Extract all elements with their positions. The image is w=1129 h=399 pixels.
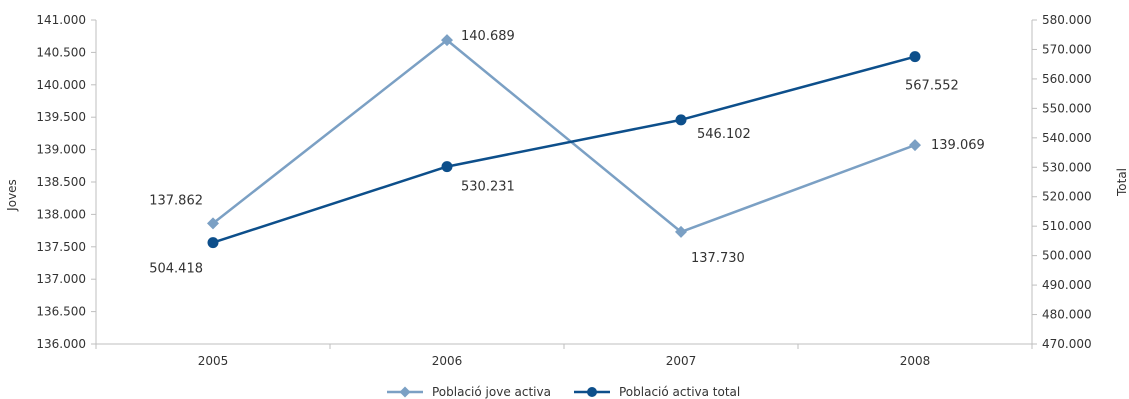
left-tick-label: 139.500 bbox=[36, 110, 86, 124]
data-label: 530.231 bbox=[461, 180, 515, 195]
left-tick-label: 136.000 bbox=[36, 337, 86, 351]
legend-item-2: Població activa total bbox=[574, 385, 740, 399]
series-line-2 bbox=[212, 55, 916, 244]
x-tick-label: 2006 bbox=[432, 354, 463, 368]
circle-marker bbox=[909, 51, 921, 63]
x-tick-label: 2008 bbox=[900, 354, 931, 368]
diamond-marker bbox=[207, 217, 219, 230]
legend-label: Població activa total bbox=[619, 385, 740, 399]
left-tick-label: 139.000 bbox=[36, 143, 86, 157]
right-tick-label: 540.000 bbox=[1042, 131, 1092, 145]
data-label: 139.069 bbox=[931, 138, 985, 153]
right-tick-label: 490.000 bbox=[1042, 278, 1092, 292]
x-tick-label: 2005 bbox=[198, 354, 229, 368]
axes bbox=[95, 20, 1033, 345]
right-tick-label: 510.000 bbox=[1042, 219, 1092, 233]
right-tick-label: 530.000 bbox=[1042, 160, 1092, 174]
data-label: 504.418 bbox=[149, 262, 203, 277]
legend: Població jove activa Població activa tota… bbox=[387, 385, 740, 399]
right-tick-label: 580.000 bbox=[1042, 13, 1092, 27]
right-tick-label: 470.000 bbox=[1042, 337, 1092, 351]
left-tick-label: 141.000 bbox=[36, 13, 86, 27]
left-tick-label: 138.500 bbox=[36, 175, 86, 189]
circle-marker bbox=[675, 114, 687, 126]
right-tick-label: 480.000 bbox=[1042, 308, 1092, 322]
data-label: 140.689 bbox=[461, 29, 515, 44]
series-layer bbox=[207, 34, 921, 249]
data-label: 137.730 bbox=[691, 251, 745, 266]
right-tick-label: 500.000 bbox=[1042, 249, 1092, 263]
data-label: 137.862 bbox=[149, 193, 203, 208]
data-labels: 137.862 140.689 137.730 139.069 504.418 530.2… bbox=[149, 29, 985, 276]
left-tick-label: 137.000 bbox=[36, 272, 86, 286]
left-tick-label: 140.500 bbox=[36, 45, 86, 59]
legend-diamond-icon bbox=[399, 386, 411, 398]
right-axis-title: Total bbox=[1115, 168, 1129, 197]
right-axis-ticks: 470.000 480.000 490.000 500.000 510.000 520.0… bbox=[1032, 13, 1092, 351]
legend-circle-icon bbox=[587, 387, 597, 397]
circle-marker bbox=[441, 161, 453, 173]
left-tick-label: 136.500 bbox=[36, 305, 86, 319]
right-tick-label: 560.000 bbox=[1042, 72, 1092, 86]
data-label: 546.102 bbox=[697, 127, 751, 142]
legend-item-1: Població jove activa bbox=[387, 385, 551, 399]
left-axis-ticks: 136.000 136.500 137.000 137.500 138.000 138.5… bbox=[36, 13, 96, 351]
left-tick-label: 138.000 bbox=[36, 207, 86, 221]
diamond-marker bbox=[909, 139, 921, 152]
right-tick-label: 550.000 bbox=[1042, 101, 1092, 115]
left-tick-label: 137.500 bbox=[36, 240, 86, 254]
right-tick-label: 520.000 bbox=[1042, 190, 1092, 204]
diamond-marker bbox=[441, 34, 453, 47]
left-tick-label: 140.000 bbox=[36, 78, 86, 92]
diamond-marker bbox=[675, 225, 687, 238]
x-tick-label: 2007 bbox=[666, 354, 697, 368]
left-axis-title: Joves bbox=[5, 179, 19, 212]
circle-marker bbox=[207, 237, 219, 249]
legend-label: Població jove activa bbox=[432, 385, 551, 399]
data-label: 567.552 bbox=[905, 79, 959, 94]
series-line-1 bbox=[212, 38, 916, 234]
right-tick-label: 570.000 bbox=[1042, 42, 1092, 56]
x-axis-ticks: 2005 2006 2007 2008 bbox=[95, 344, 1033, 368]
